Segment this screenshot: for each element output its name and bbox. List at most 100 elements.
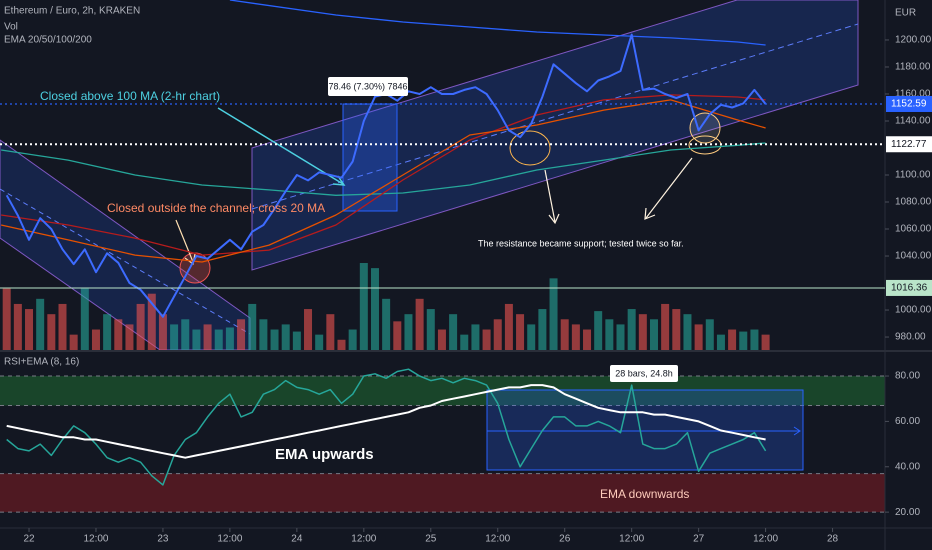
volume-bar — [393, 321, 402, 350]
rsi-zone — [0, 473, 885, 513]
volume-bar — [281, 324, 290, 350]
x-tick-label: 24 — [291, 534, 303, 545]
volume-bar — [739, 331, 748, 350]
y-tick-label: 20.00 — [895, 507, 920, 518]
volume-bar — [560, 319, 569, 350]
volume-title: Vol — [4, 22, 18, 33]
measure-box — [486, 389, 804, 471]
volume-bar — [683, 314, 692, 350]
annotation: Closed outside the channel; cross 20 MA — [107, 201, 325, 215]
volume-bar — [315, 334, 324, 350]
measure-label-box — [328, 77, 408, 96]
volume-bar — [627, 309, 636, 350]
volume-bar — [583, 329, 592, 350]
y-tick-label: 980.00 — [895, 332, 926, 343]
volume-bar — [304, 309, 313, 350]
channel-midline — [0, 188, 251, 335]
measure-arrow-head — [793, 426, 801, 436]
volume-bar — [13, 303, 22, 350]
price-level-label: 1016.36 — [891, 283, 928, 294]
y-tick-label: 80.00 — [895, 371, 920, 382]
volume-bar — [326, 314, 335, 350]
moving-average — [1, 94, 766, 256]
arrow-head — [332, 175, 346, 186]
arrow-head — [548, 213, 560, 225]
y-tick-label: 1080.00 — [895, 197, 932, 208]
volume-bar — [694, 324, 703, 350]
volume-bar — [259, 319, 268, 350]
y-tick-label: 1160.00 — [895, 89, 931, 100]
moving-average — [1, 142, 766, 196]
x-tick-label: 22 — [23, 534, 35, 545]
unit-label: EUR — [895, 8, 916, 19]
x-tick-label: 12:00 — [619, 534, 644, 545]
y-tick-label: 1060.00 — [895, 224, 932, 235]
y-tick-label: 40.00 — [895, 461, 920, 472]
volume-bar — [437, 329, 446, 350]
volume-bar — [549, 278, 558, 350]
volume-bar — [649, 319, 658, 350]
price-level-label: 1122.77 — [891, 139, 927, 150]
volume-bar — [594, 311, 603, 350]
channel-midline — [251, 23, 859, 210]
volume-bar — [58, 303, 67, 350]
volume-bar — [181, 319, 190, 350]
volume-bar — [482, 329, 491, 350]
volume-bar — [460, 334, 469, 350]
annotation: EMA downwards — [600, 487, 689, 501]
x-tick-label: 28 — [827, 534, 839, 545]
price-level-box — [886, 279, 932, 296]
y-tick-label: 1100.00 — [895, 170, 931, 181]
volume-bar — [214, 329, 223, 350]
y-tick-label: 1000.00 — [895, 305, 932, 316]
price-level-label: 1152.59 — [891, 99, 927, 110]
x-tick-label: 12:00 — [83, 534, 108, 545]
measure-label: 28 bars, 24.8h — [615, 368, 673, 378]
measure-label-box — [610, 365, 678, 382]
volume-bar — [449, 314, 458, 350]
volume-bar — [136, 303, 145, 350]
x-tick-label: 25 — [425, 534, 437, 545]
y-tick-label: 1040.00 — [895, 251, 932, 262]
rsi-title: RSI+EMA (8, 16) — [4, 357, 79, 368]
x-tick-label: 26 — [559, 534, 571, 545]
arrow-head — [644, 207, 656, 220]
volume-bar — [538, 309, 547, 350]
volume-bar — [728, 329, 737, 350]
y-tick-label: 1140.00 — [895, 116, 931, 127]
rsi-line — [6, 368, 767, 486]
volume-bar — [750, 329, 759, 350]
x-tick-label: 23 — [157, 534, 169, 545]
price-level-box — [886, 95, 932, 112]
volume-bar — [103, 314, 112, 350]
annotation: Closed above 100 MA (2-hr chart) — [40, 89, 220, 103]
volume-bar — [348, 329, 357, 350]
volume-bar — [672, 309, 681, 350]
volume-layer — [2, 263, 770, 350]
volume-bar — [69, 334, 78, 350]
volume-bar — [25, 309, 34, 350]
volume-bar — [493, 319, 502, 350]
volume-bar — [382, 298, 391, 350]
y-tick-label: 1200.00 — [895, 35, 932, 46]
volume-bar — [605, 319, 614, 350]
lines-layer — [0, 0, 885, 486]
volume-bar — [426, 309, 435, 350]
measure-label: 78.46 (7.30%) 7846 — [328, 81, 407, 91]
volume-bar — [527, 324, 536, 350]
volume-bar — [36, 298, 45, 350]
volume-bar — [761, 334, 770, 350]
x-tick-label: 12:00 — [351, 534, 376, 545]
volume-bar — [2, 288, 11, 350]
volume-bar — [616, 324, 625, 350]
volume-bar — [237, 319, 246, 350]
x-tick-label: 12:00 — [485, 534, 510, 545]
volume-bar — [571, 324, 580, 350]
arrow — [544, 169, 556, 223]
highlight-circle — [689, 112, 721, 144]
volume-bar — [225, 327, 234, 350]
volume-bar — [638, 314, 647, 350]
